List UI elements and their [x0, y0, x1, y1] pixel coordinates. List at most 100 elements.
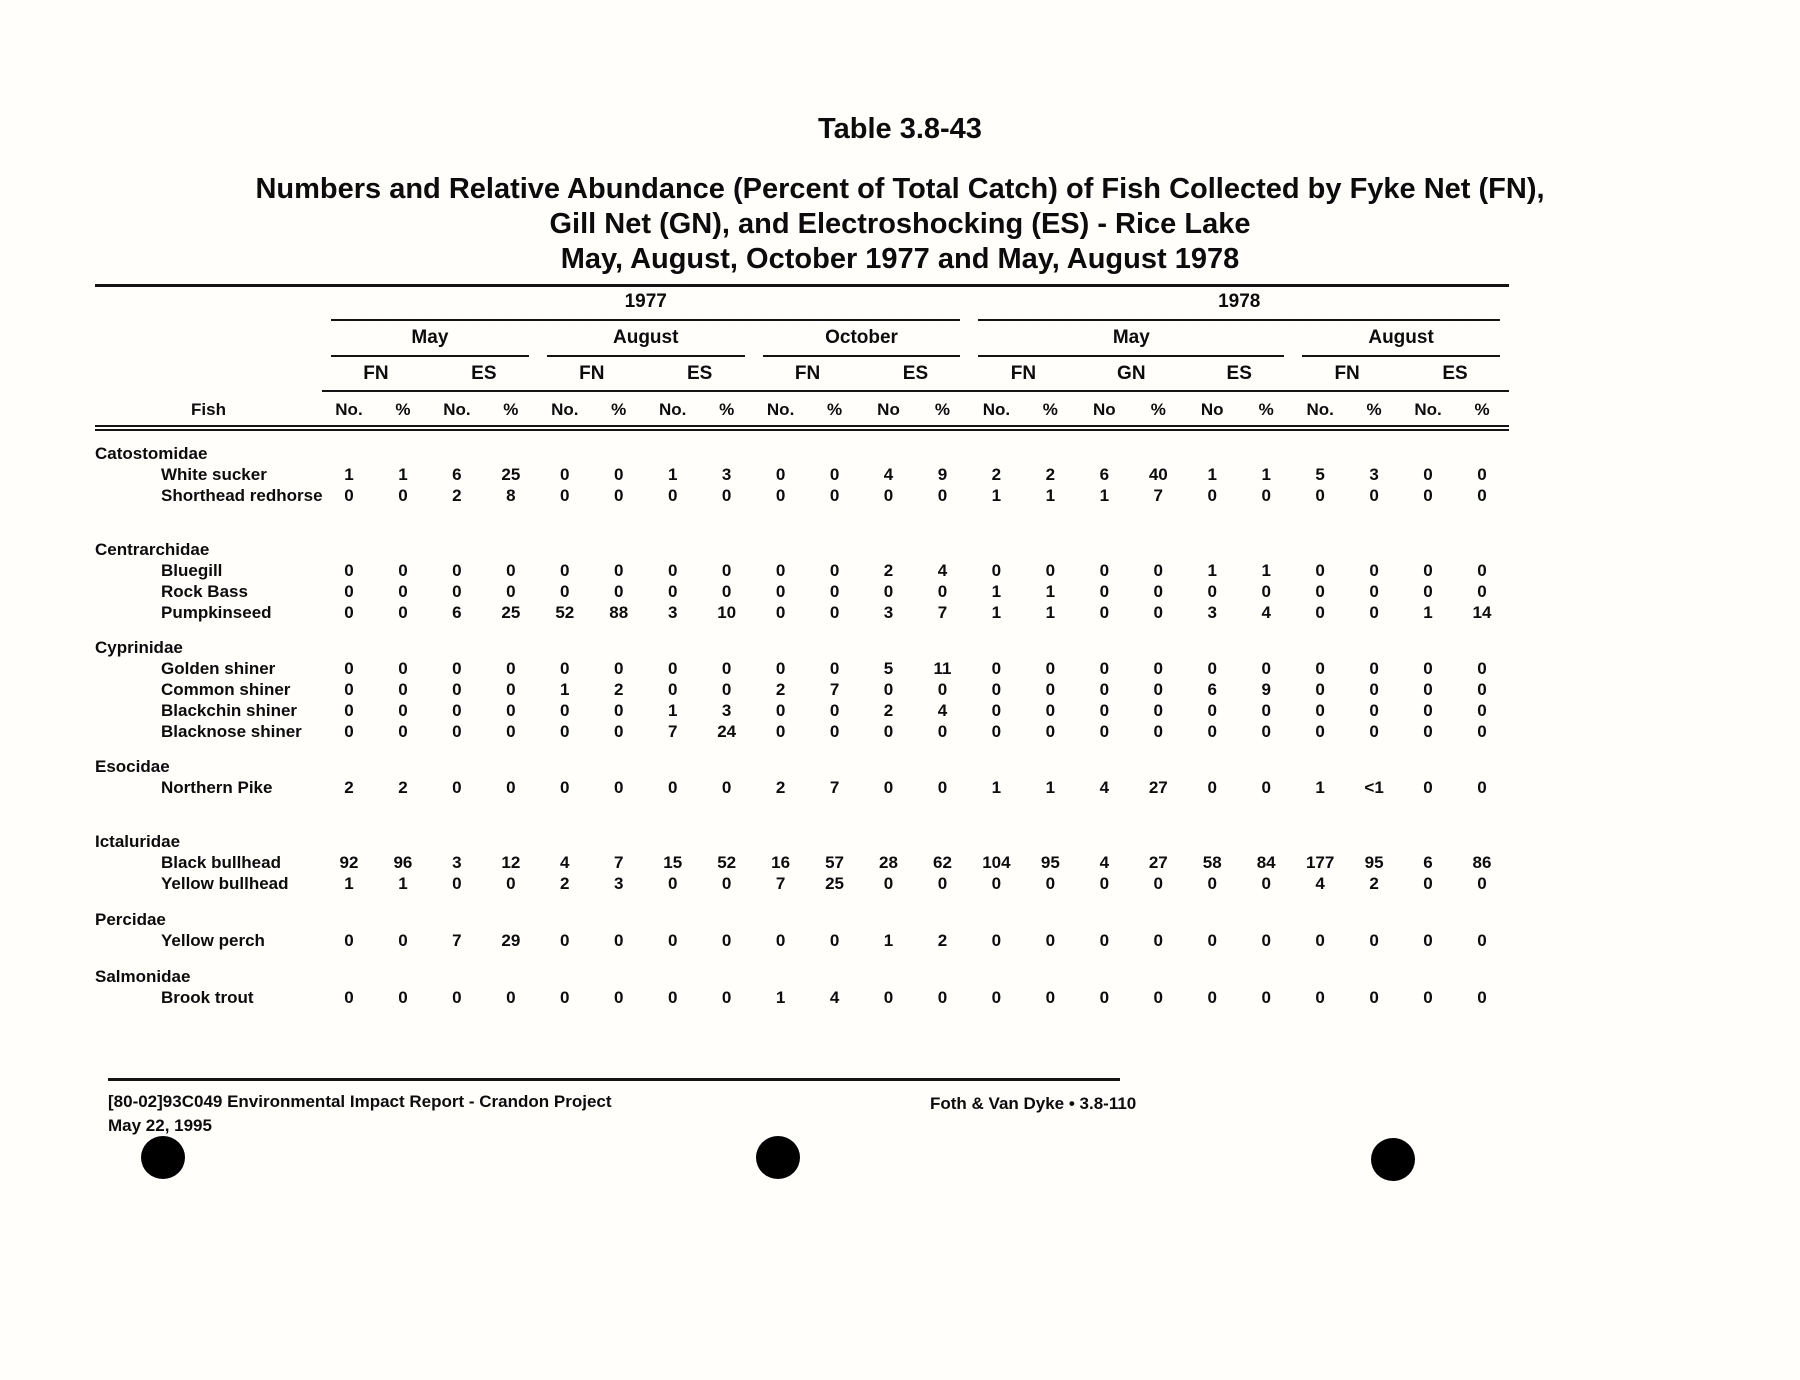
subheader-cell: %: [1023, 390, 1078, 431]
family-row: Cyprinidae: [95, 636, 1509, 658]
table-cell: 0: [883, 485, 894, 505]
table-cell: 0: [1423, 873, 1433, 893]
month-underline: August: [1302, 327, 1500, 357]
table-cell: 12: [501, 852, 521, 872]
table-cell: 0: [506, 873, 516, 893]
spacer-cell: [95, 798, 1509, 830]
table-cell: 0: [1261, 777, 1271, 797]
table-cell: 0: [1477, 987, 1487, 1007]
table-cell: 0: [1099, 560, 1110, 580]
table-cell: 1: [991, 581, 1002, 601]
species-name: Brook trout: [161, 987, 254, 1007]
table-cell: 0: [775, 602, 786, 622]
table-cell: 0: [991, 658, 1002, 678]
species-name: Bluegill: [161, 560, 223, 580]
table-cell: 58: [1202, 852, 1222, 872]
month-underline: October: [762, 327, 961, 357]
table-cell: 0: [1477, 560, 1487, 580]
table-cell: 29: [501, 930, 521, 950]
table-cell: 0: [1099, 721, 1110, 741]
table-cell: 0: [506, 560, 516, 580]
table-cell: 0: [991, 721, 1002, 741]
table-cell: 0: [1045, 658, 1056, 678]
subheader-cell: %: [483, 390, 538, 431]
table-cell: 0: [1423, 777, 1433, 797]
footer-rule: [108, 1078, 1120, 1081]
table-cell: 0: [1369, 987, 1379, 1007]
table-cell: 0: [1315, 700, 1325, 720]
table-row: White sucker 1 1 6 25 0 0 1 3 0 0 4 9 2 2 6 40 1 1 5 3 0 0: [95, 464, 1509, 485]
table-header: 1977 1978 May August October May August FN ES FN E…: [95, 286, 1509, 431]
fish-column-header: Fish: [95, 390, 322, 431]
table-cell: 4: [937, 560, 948, 580]
table-cell: 84: [1256, 852, 1276, 872]
table-cell: 1: [991, 777, 1002, 797]
table-row: Yellow bullhead 1 1 0 0 2 3 0 0 7 25 0 0 0 0 0 0 0 0 4 2 0 0: [95, 873, 1509, 894]
table-cell: 2: [560, 873, 570, 893]
table-cell: 0: [1099, 658, 1110, 678]
table-cell: 0: [1045, 560, 1056, 580]
spacer-cell: [95, 951, 1509, 965]
table-cell: 0: [1423, 700, 1433, 720]
table-cell: 0: [991, 679, 1002, 699]
table-cell: 4: [829, 987, 840, 1007]
species-name: Common shiner: [161, 679, 291, 699]
table-cell: 0: [1369, 658, 1379, 678]
table-cell: 0: [1369, 602, 1379, 622]
table-cell: 4: [937, 700, 948, 720]
table-cell: 0: [1315, 560, 1325, 580]
subheader-cell: %: [915, 390, 970, 431]
table-body: Catostomidae White sucker 1 1 6 25 0 0 1 3 0 0 4 9 2 2 6…: [95, 428, 1509, 1008]
month-underline: May: [978, 327, 1285, 357]
table-cell: 0: [883, 987, 894, 1007]
spacer-row: [95, 798, 1509, 830]
table-cell: 0: [1099, 987, 1110, 1007]
family-name: Esocidae: [95, 756, 170, 776]
month-header-0: May: [322, 321, 538, 357]
table-cell: 0: [1045, 679, 1056, 699]
table-cell: 0: [991, 700, 1002, 720]
table-cell: 0: [1045, 873, 1056, 893]
table-cell: 0: [614, 658, 624, 678]
table-cell: 92: [339, 852, 359, 872]
punch-hole-dot-left: [141, 1136, 185, 1179]
spacer-row: [95, 428, 1509, 442]
table-row: Black bullhead 92 96 3 12 4 7 15 52 16 57 28 62 104 95…: [95, 852, 1509, 873]
table-cell: 0: [452, 873, 462, 893]
table-cell: 0: [452, 679, 462, 699]
table-cell: 0: [1207, 700, 1217, 720]
table-cell: 2: [775, 777, 786, 797]
table-cell: 0: [1369, 485, 1379, 505]
table-cell: 1: [398, 464, 408, 484]
table-cell: 1: [1099, 485, 1110, 505]
table-cell: 0: [829, 485, 840, 505]
table-cell: 0: [398, 721, 408, 741]
year-row: 1977 1978: [95, 286, 1509, 321]
month-underline: May: [331, 327, 529, 357]
table-cell: 4: [1099, 777, 1110, 797]
table-cell: 5: [1315, 464, 1325, 484]
table-cell: 1: [1261, 560, 1271, 580]
table-cell: 7: [829, 777, 840, 797]
table-cell: 0: [1261, 485, 1271, 505]
table-cell: 0: [1153, 658, 1163, 678]
table-cell: 52: [555, 602, 575, 622]
table-cell: 2: [775, 679, 786, 699]
table-cell: 57: [825, 852, 845, 872]
table-cell: 27: [1148, 777, 1168, 797]
species-name: Pumpkinseed: [161, 602, 272, 622]
table-cell: 0: [667, 873, 678, 893]
table-cell: 7: [1153, 485, 1163, 505]
table-cell: 0: [721, 679, 732, 699]
table-cell: 0: [344, 602, 354, 622]
table-cell: 62: [933, 852, 952, 872]
table-cell: 0: [775, 464, 786, 484]
table-cell: 0: [937, 873, 948, 893]
family-row: Ictaluridae: [95, 830, 1509, 852]
subheader-cell: No.: [429, 390, 484, 431]
table-cell: 4: [1315, 873, 1325, 893]
table-cell: 0: [560, 721, 570, 741]
table-cell: 0: [1423, 679, 1433, 699]
table-row: Common shiner 0 0 0 0 1 2 0 0 2 7 0 0 0 0 0 0 6 9 0 0 0 0: [95, 679, 1509, 700]
spacer-row: [95, 623, 1509, 636]
